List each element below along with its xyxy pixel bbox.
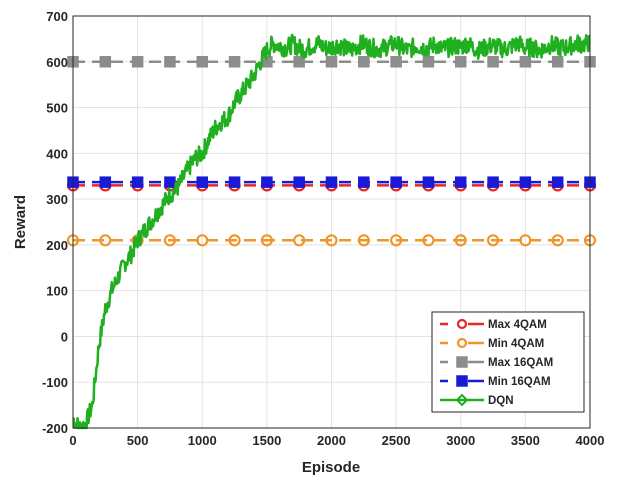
plot-frame bbox=[72, 15, 591, 429]
data-point bbox=[357, 234, 370, 247]
data-point bbox=[325, 234, 338, 247]
x-axis-label: Episode bbox=[302, 459, 360, 476]
data-point bbox=[519, 234, 532, 247]
data-point bbox=[486, 234, 500, 247]
data-point bbox=[358, 56, 370, 68]
x-tick-label: 0 bbox=[69, 433, 76, 448]
legend-marker bbox=[456, 356, 468, 368]
data-point bbox=[390, 176, 402, 188]
data-point bbox=[325, 176, 338, 188]
x-tick-label: 3500 bbox=[511, 433, 540, 448]
data-point bbox=[261, 176, 273, 188]
y-tick-label: 500 bbox=[46, 101, 68, 116]
series-line-dqn bbox=[72, 33, 591, 430]
data-point bbox=[551, 56, 564, 68]
tick-labels: 0 500 1000 1500 2000 2500 3000 3500 4000-200-100… bbox=[42, 9, 604, 448]
x-tick-label: 1000 bbox=[188, 433, 217, 448]
legend-label: Min 4QAM bbox=[488, 338, 544, 350]
y-axis-label: Reward bbox=[12, 195, 29, 249]
data-point bbox=[99, 56, 112, 68]
y-tick-label: 400 bbox=[46, 146, 68, 161]
legend-marker bbox=[455, 393, 469, 407]
data-point bbox=[422, 234, 435, 247]
x-tick-label: 500 bbox=[127, 433, 149, 448]
y-tick-label: 600 bbox=[46, 55, 68, 70]
data-point bbox=[260, 234, 273, 247]
data-point bbox=[551, 234, 564, 247]
data-point bbox=[487, 176, 499, 188]
data-point bbox=[99, 234, 112, 247]
legend-label: Min 16QAM bbox=[488, 376, 551, 388]
data-point bbox=[454, 234, 467, 247]
legend-label: DQN bbox=[488, 395, 514, 407]
data-point bbox=[455, 56, 467, 68]
data-point bbox=[196, 56, 208, 68]
data-point bbox=[228, 234, 241, 247]
legend-label: Max 16QAM bbox=[488, 357, 553, 369]
y-tick-label: 300 bbox=[46, 192, 68, 207]
y-tick-label: 200 bbox=[46, 238, 68, 253]
legend-box bbox=[431, 311, 585, 413]
data-point bbox=[325, 56, 338, 68]
legend: Max 4QAM Min 4QAM Max 16QAM Min 16QAM DQN bbox=[431, 311, 585, 413]
legend-label: Max 4QAM bbox=[488, 319, 547, 331]
legend-marker bbox=[456, 318, 468, 330]
data-point bbox=[293, 176, 305, 188]
data-point bbox=[551, 176, 564, 188]
legend-marker bbox=[456, 337, 468, 349]
data-point bbox=[455, 176, 467, 188]
data-point bbox=[99, 176, 112, 188]
y-tick-label: 100 bbox=[46, 284, 68, 299]
y-tick-label: -200 bbox=[42, 421, 68, 436]
x-tick-label: 1500 bbox=[252, 433, 281, 448]
data-point bbox=[519, 176, 532, 188]
data-point bbox=[163, 234, 177, 247]
data-point bbox=[164, 176, 176, 188]
data-point bbox=[196, 234, 209, 247]
data-point bbox=[358, 176, 370, 188]
y-tick-label: -100 bbox=[42, 375, 68, 390]
data-point bbox=[422, 56, 435, 68]
data-point bbox=[390, 56, 402, 68]
data-point bbox=[487, 56, 499, 68]
data-point bbox=[228, 176, 241, 188]
x-tick-label: 2000 bbox=[317, 433, 346, 448]
data-point bbox=[293, 234, 306, 247]
y-tick-label: 0 bbox=[61, 329, 68, 344]
data-point bbox=[519, 56, 532, 68]
data-point bbox=[164, 56, 176, 68]
data-point bbox=[228, 56, 241, 68]
data-point bbox=[293, 56, 305, 68]
x-tick-label: 3000 bbox=[446, 433, 475, 448]
data-point bbox=[131, 176, 144, 188]
legend-marker bbox=[456, 375, 468, 387]
y-tick-label: 700 bbox=[46, 9, 68, 24]
x-tick-label: 4000 bbox=[576, 433, 605, 448]
data-point bbox=[196, 176, 208, 188]
data-point bbox=[422, 176, 435, 188]
x-tick-label: 2500 bbox=[382, 433, 411, 448]
data-point bbox=[390, 234, 403, 247]
data-point bbox=[131, 56, 144, 68]
